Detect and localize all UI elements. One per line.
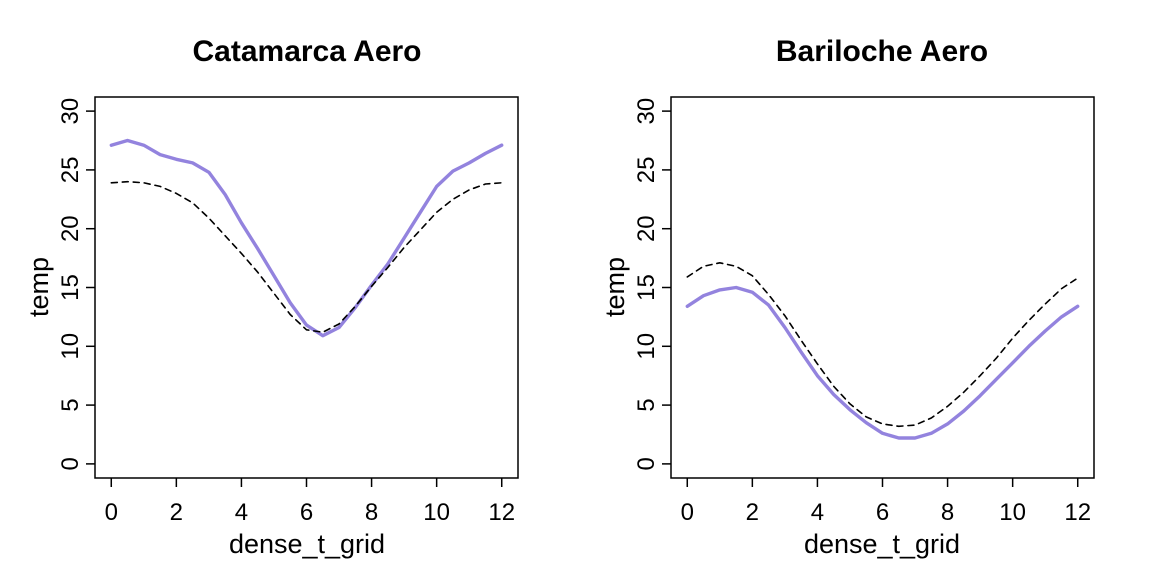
y-axis-label-catamarca: temp <box>24 257 54 317</box>
x-tick-label-catamarca-3: 6 <box>300 499 313 526</box>
y-tick-label-bariloche-0: 0 <box>633 457 660 470</box>
chart-title-catamarca: Catamarca Aero <box>193 35 422 68</box>
y-tick-label-catamarca-5: 25 <box>57 157 84 184</box>
y-tick-label-bariloche-2: 10 <box>633 333 660 360</box>
y-tick-label-bariloche-4: 20 <box>633 215 660 242</box>
x-axis-label-bariloche: dense_t_grid <box>804 529 960 559</box>
y-tick-label-catamarca-1: 5 <box>57 398 84 411</box>
x-tick-label-bariloche-5: 10 <box>999 499 1026 526</box>
x-tick-label-catamarca-0: 0 <box>105 499 118 526</box>
panel-catamarca: Catamarca Aero dense_t_grid temp 0 2 4 6 8 10… <box>24 35 519 559</box>
x-axis-label-catamarca: dense_t_grid <box>229 529 385 559</box>
panel-bariloche: Bariloche Aero dense_t_grid temp 0 2 4 6 8 10… <box>600 35 1095 559</box>
y-tick-label-bariloche-6: 30 <box>633 98 660 125</box>
x-tick-label-catamarca-1: 2 <box>170 499 183 526</box>
x-tick-label-bariloche-6: 12 <box>1064 499 1091 526</box>
x-tick-label-bariloche-2: 4 <box>811 499 824 526</box>
x-tick-label-catamarca-2: 4 <box>235 499 248 526</box>
y-tick-label-bariloche-3: 15 <box>633 274 660 301</box>
x-tick-label-catamarca-6: 12 <box>488 499 515 526</box>
y-tick-label-catamarca-4: 20 <box>57 215 84 242</box>
y-tick-label-catamarca-0: 0 <box>57 457 84 470</box>
series-solid-line-catamarca <box>109 138 504 338</box>
y-tick-label-bariloche-1: 5 <box>633 398 660 411</box>
x-tick-label-catamarca-5: 10 <box>423 499 450 526</box>
series-dashed-line-catamarca <box>110 180 503 334</box>
y-axis-label-bariloche: temp <box>600 257 630 317</box>
x-tick-label-bariloche-0: 0 <box>681 499 694 526</box>
chart-title-bariloche: Bariloche Aero <box>776 35 988 68</box>
y-tick-label-catamarca-3: 15 <box>57 274 84 301</box>
x-tick-label-bariloche-3: 6 <box>876 499 889 526</box>
y-tick-label-bariloche-5: 25 <box>633 157 660 184</box>
series-solid-line-bariloche <box>685 285 1080 440</box>
y-tick-label-catamarca-2: 10 <box>57 333 84 360</box>
x-tick-label-bariloche-4: 8 <box>941 499 954 526</box>
y-tick-label-catamarca-6: 30 <box>57 98 84 125</box>
x-tick-label-bariloche-1: 2 <box>746 499 759 526</box>
plot-marks-catamarca: 0 2 4 6 8 10 12 0 5 10 15 20 25 30 <box>57 98 515 526</box>
series-dashed-line-bariloche <box>686 261 1079 428</box>
plot-marks-bariloche: 0 2 4 6 8 10 12 0 5 10 15 20 25 30 <box>633 98 1091 526</box>
x-tick-label-catamarca-4: 8 <box>365 499 378 526</box>
